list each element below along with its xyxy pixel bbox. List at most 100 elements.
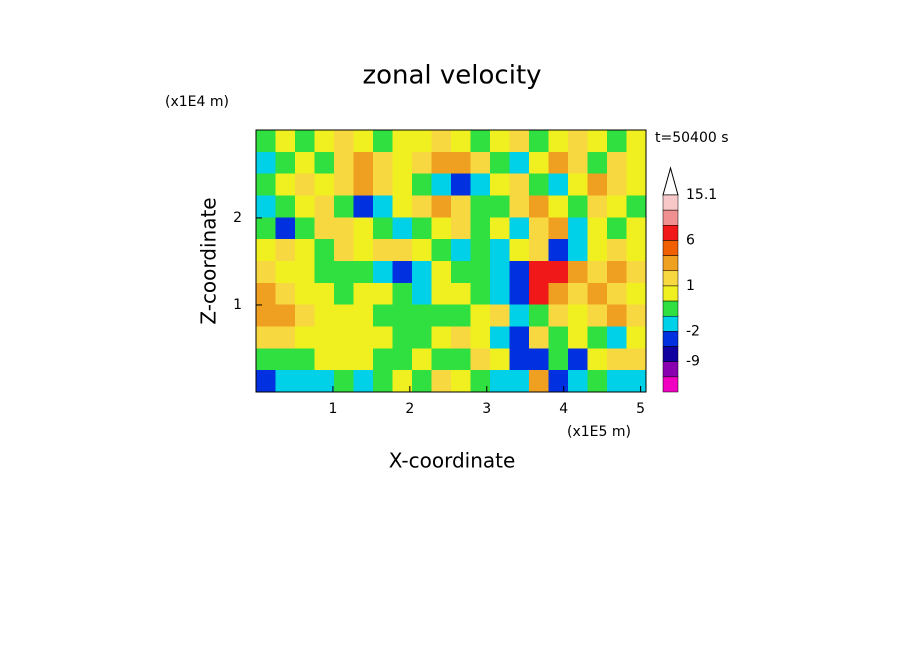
contour-cell bbox=[334, 217, 355, 240]
contour-cell bbox=[607, 195, 628, 218]
contour-cell bbox=[334, 282, 355, 306]
colorbar-label: 15.1 bbox=[686, 187, 717, 203]
contour-cell bbox=[392, 195, 413, 218]
contour-cell bbox=[256, 348, 277, 371]
contour-cell bbox=[568, 130, 589, 153]
contour-cell bbox=[256, 326, 277, 349]
contour-cell bbox=[548, 326, 569, 349]
contour-cell bbox=[431, 217, 452, 240]
contour-cell bbox=[490, 217, 511, 240]
contour-cell bbox=[353, 151, 374, 175]
contour-cell bbox=[490, 239, 511, 262]
contour-cell bbox=[314, 261, 335, 284]
contour-cell bbox=[626, 130, 647, 153]
contour-cell bbox=[470, 282, 491, 306]
contour-cell bbox=[431, 304, 452, 328]
contour-cell bbox=[353, 195, 374, 218]
contour-cell bbox=[353, 348, 374, 371]
y-tick-label: 1 bbox=[233, 297, 242, 313]
contour-cell bbox=[314, 282, 335, 306]
contour-cell bbox=[548, 304, 569, 328]
contour-cell bbox=[256, 239, 277, 262]
contour-cell bbox=[431, 195, 452, 218]
contour-cell bbox=[373, 151, 394, 175]
contour-cell bbox=[607, 151, 628, 175]
contour-cell bbox=[431, 326, 452, 349]
contour-cell bbox=[509, 239, 530, 262]
contour-cell bbox=[373, 217, 394, 240]
contour-cell bbox=[548, 217, 569, 240]
contour-cell bbox=[587, 348, 608, 371]
contour-cell bbox=[529, 151, 550, 175]
colorbar-bin bbox=[662, 255, 679, 272]
contour-cell bbox=[431, 173, 452, 197]
x-tick-label: 4 bbox=[559, 401, 568, 417]
contour-cell bbox=[373, 130, 394, 153]
contour-cell bbox=[353, 370, 374, 393]
contour-cell bbox=[392, 239, 413, 262]
contour-cell bbox=[373, 326, 394, 349]
contour-cell bbox=[626, 195, 647, 218]
contour-cell bbox=[529, 348, 550, 371]
y-tick-label: 2 bbox=[233, 210, 242, 226]
contour-cell bbox=[314, 195, 335, 218]
contour-cell bbox=[275, 348, 296, 371]
contour-cell bbox=[275, 130, 296, 153]
contour-cell bbox=[295, 195, 316, 218]
contour-cell bbox=[275, 195, 296, 218]
contour-cell bbox=[392, 282, 413, 306]
contour-cell bbox=[626, 151, 647, 175]
contour-field bbox=[256, 130, 647, 393]
contour-cell bbox=[568, 217, 589, 240]
contour-cell bbox=[295, 326, 316, 349]
contour-cell bbox=[626, 217, 647, 240]
contour-cell bbox=[568, 195, 589, 218]
y-unit: (x1E4 m) bbox=[165, 94, 229, 110]
contour-cell bbox=[587, 151, 608, 175]
contour-cell bbox=[490, 151, 511, 175]
contour-cell bbox=[490, 282, 511, 306]
contour-cell bbox=[490, 130, 511, 153]
contour-cell bbox=[607, 370, 628, 393]
contour-cell bbox=[470, 348, 491, 371]
contour-cell bbox=[587, 217, 608, 240]
contour-cell bbox=[256, 217, 277, 240]
contour-cell bbox=[626, 173, 647, 197]
contour-cell bbox=[392, 348, 413, 371]
contour-cell bbox=[451, 261, 472, 284]
chart-title: zonal velocity bbox=[362, 61, 541, 91]
contour-cell bbox=[334, 195, 355, 218]
time-label: t=50400 s bbox=[655, 130, 729, 146]
colorbar-bin bbox=[662, 331, 679, 347]
contour-cell bbox=[490, 348, 511, 371]
contour-cell bbox=[295, 151, 316, 175]
contour-cell bbox=[509, 261, 530, 284]
contour-cell bbox=[626, 239, 647, 262]
contour-cell bbox=[431, 151, 452, 175]
contour-cell bbox=[314, 239, 335, 262]
contour-cell bbox=[275, 370, 296, 393]
contour-cell bbox=[509, 370, 530, 393]
plot-frame bbox=[255, 129, 647, 393]
contour-cell bbox=[470, 304, 491, 328]
colorbar-label: 6 bbox=[686, 232, 695, 248]
colorbar-bin bbox=[662, 225, 679, 241]
contour-cell bbox=[568, 239, 589, 262]
contour-cell bbox=[587, 304, 608, 328]
contour-cell bbox=[470, 195, 491, 218]
x-unit: (x1E5 m) bbox=[567, 424, 631, 440]
contour-cell bbox=[470, 239, 491, 262]
contour-cell bbox=[451, 370, 472, 393]
contour-cell bbox=[548, 239, 569, 262]
contour-cell bbox=[412, 326, 433, 349]
colorbar-bin bbox=[662, 346, 679, 362]
contour-cell bbox=[256, 130, 277, 153]
contour-cell bbox=[529, 217, 550, 240]
contour-cell bbox=[470, 217, 491, 240]
contour-cell bbox=[490, 261, 511, 284]
contour-cell bbox=[256, 282, 277, 306]
contour-cell bbox=[353, 282, 374, 306]
contour-cell bbox=[392, 130, 413, 153]
contour-cell bbox=[314, 217, 335, 240]
contour-cell bbox=[431, 282, 452, 306]
